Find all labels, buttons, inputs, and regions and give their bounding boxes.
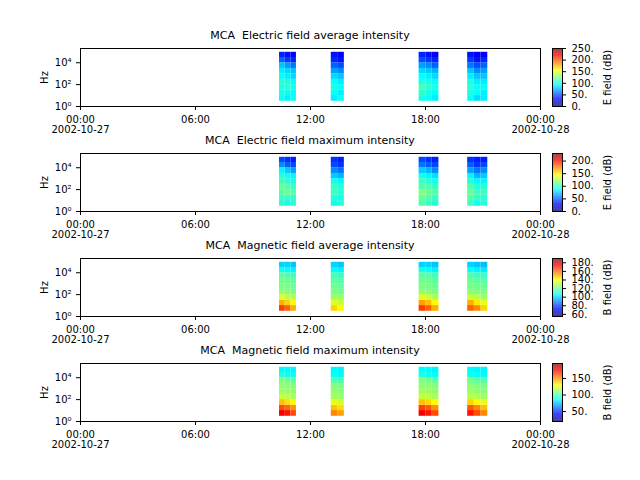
svg-text:Hz: Hz bbox=[39, 386, 50, 399]
svg-text:10²: 10² bbox=[55, 184, 72, 195]
svg-text:18:00: 18:00 bbox=[411, 114, 440, 125]
html-text:MCA Magnetic field maximum int: MCA Magnetic field maximum intensity bbox=[200, 344, 420, 357]
svg-text:160.: 160. bbox=[571, 265, 594, 277]
svg-text:50.: 50. bbox=[572, 89, 588, 100]
svg-text:10⁰: 10⁰ bbox=[55, 311, 72, 322]
svg-text:10⁴: 10⁴ bbox=[55, 162, 72, 173]
svg-text:06:00: 06:00 bbox=[181, 324, 210, 335]
svg-text:60.: 60. bbox=[571, 308, 588, 320]
svg-text:Hz: Hz bbox=[39, 281, 50, 294]
svg-text:10⁴: 10⁴ bbox=[55, 372, 72, 383]
svg-text:B field (dB): B field (dB) bbox=[602, 260, 613, 316]
svg-text:0.: 0. bbox=[572, 206, 582, 217]
svg-text:50.: 50. bbox=[572, 406, 588, 417]
svg-text:150.: 150. bbox=[572, 168, 594, 179]
svg-text:250.: 250. bbox=[572, 43, 594, 54]
html-text:MCA Magnetic field average int: MCA Magnetic field average intensity bbox=[205, 239, 415, 252]
svg-text:06:00: 06:00 bbox=[181, 429, 210, 440]
svg-text:200.: 200. bbox=[572, 54, 594, 65]
svg-text:150.: 150. bbox=[572, 373, 594, 384]
svg-text:0.: 0. bbox=[572, 101, 582, 112]
svg-text:06:00: 06:00 bbox=[181, 219, 210, 230]
svg-text:100.: 100. bbox=[571, 291, 594, 303]
svg-text:Hz: Hz bbox=[39, 71, 50, 84]
svg-text:150.: 150. bbox=[572, 66, 594, 77]
svg-text:18:00: 18:00 bbox=[411, 324, 440, 335]
svg-text:12:00: 12:00 bbox=[296, 324, 325, 335]
svg-text:180.: 180. bbox=[572, 257, 594, 268]
svg-text:10⁰: 10⁰ bbox=[55, 416, 72, 427]
svg-text:00:002002-10-28: 00:002002-10-28 bbox=[511, 114, 569, 135]
svg-text:E field (dB): E field (dB) bbox=[602, 50, 613, 105]
svg-text:140.: 140. bbox=[571, 274, 594, 286]
svg-text:00:002002-10-28: 00:002002-10-28 bbox=[511, 324, 569, 345]
svg-text:100.: 100. bbox=[572, 180, 594, 191]
svg-text:10⁰: 10⁰ bbox=[55, 206, 72, 217]
svg-text:B field (dB): B field (dB) bbox=[602, 365, 613, 421]
svg-text:00:002002-10-27: 00:002002-10-27 bbox=[51, 219, 109, 240]
html-text:MCA Electric field maximum int: MCA Electric field maximum intensity bbox=[205, 134, 415, 147]
svg-text:10⁴: 10⁴ bbox=[55, 57, 72, 68]
svg-text:00:002002-10-28: 00:002002-10-28 bbox=[511, 429, 569, 450]
svg-text:18:00: 18:00 bbox=[411, 219, 440, 230]
html-text:MCA Electric field average int: MCA Electric field average intensity bbox=[210, 29, 410, 42]
svg-text:200.: 200. bbox=[572, 155, 594, 166]
svg-text:10²: 10² bbox=[55, 79, 72, 90]
svg-text:100.: 100. bbox=[572, 389, 594, 400]
svg-text:80.: 80. bbox=[571, 300, 588, 311]
svg-text:10²: 10² bbox=[55, 394, 72, 405]
svg-text:12:00: 12:00 bbox=[296, 219, 325, 230]
svg-text:E field (dB): E field (dB) bbox=[602, 155, 613, 210]
svg-text:10⁰: 10⁰ bbox=[55, 101, 72, 112]
svg-text:12:00: 12:00 bbox=[296, 114, 325, 125]
svg-text:18:00: 18:00 bbox=[411, 429, 440, 440]
svg-text:Hz: Hz bbox=[39, 176, 50, 189]
svg-text:10²: 10² bbox=[55, 289, 72, 300]
svg-text:00:002002-10-28: 00:002002-10-28 bbox=[511, 219, 569, 240]
svg-text:00:002002-10-27: 00:002002-10-27 bbox=[51, 114, 109, 135]
svg-text:50.: 50. bbox=[572, 193, 588, 204]
svg-text:120.: 120. bbox=[571, 282, 594, 294]
svg-text:10⁴: 10⁴ bbox=[55, 267, 72, 278]
svg-text:12:00: 12:00 bbox=[296, 429, 325, 440]
svg-text:100.: 100. bbox=[572, 78, 594, 89]
svg-text:00:002002-10-27: 00:002002-10-27 bbox=[51, 429, 109, 450]
svg-text:00:002002-10-27: 00:002002-10-27 bbox=[51, 324, 109, 345]
svg-text:06:00: 06:00 bbox=[181, 114, 210, 125]
